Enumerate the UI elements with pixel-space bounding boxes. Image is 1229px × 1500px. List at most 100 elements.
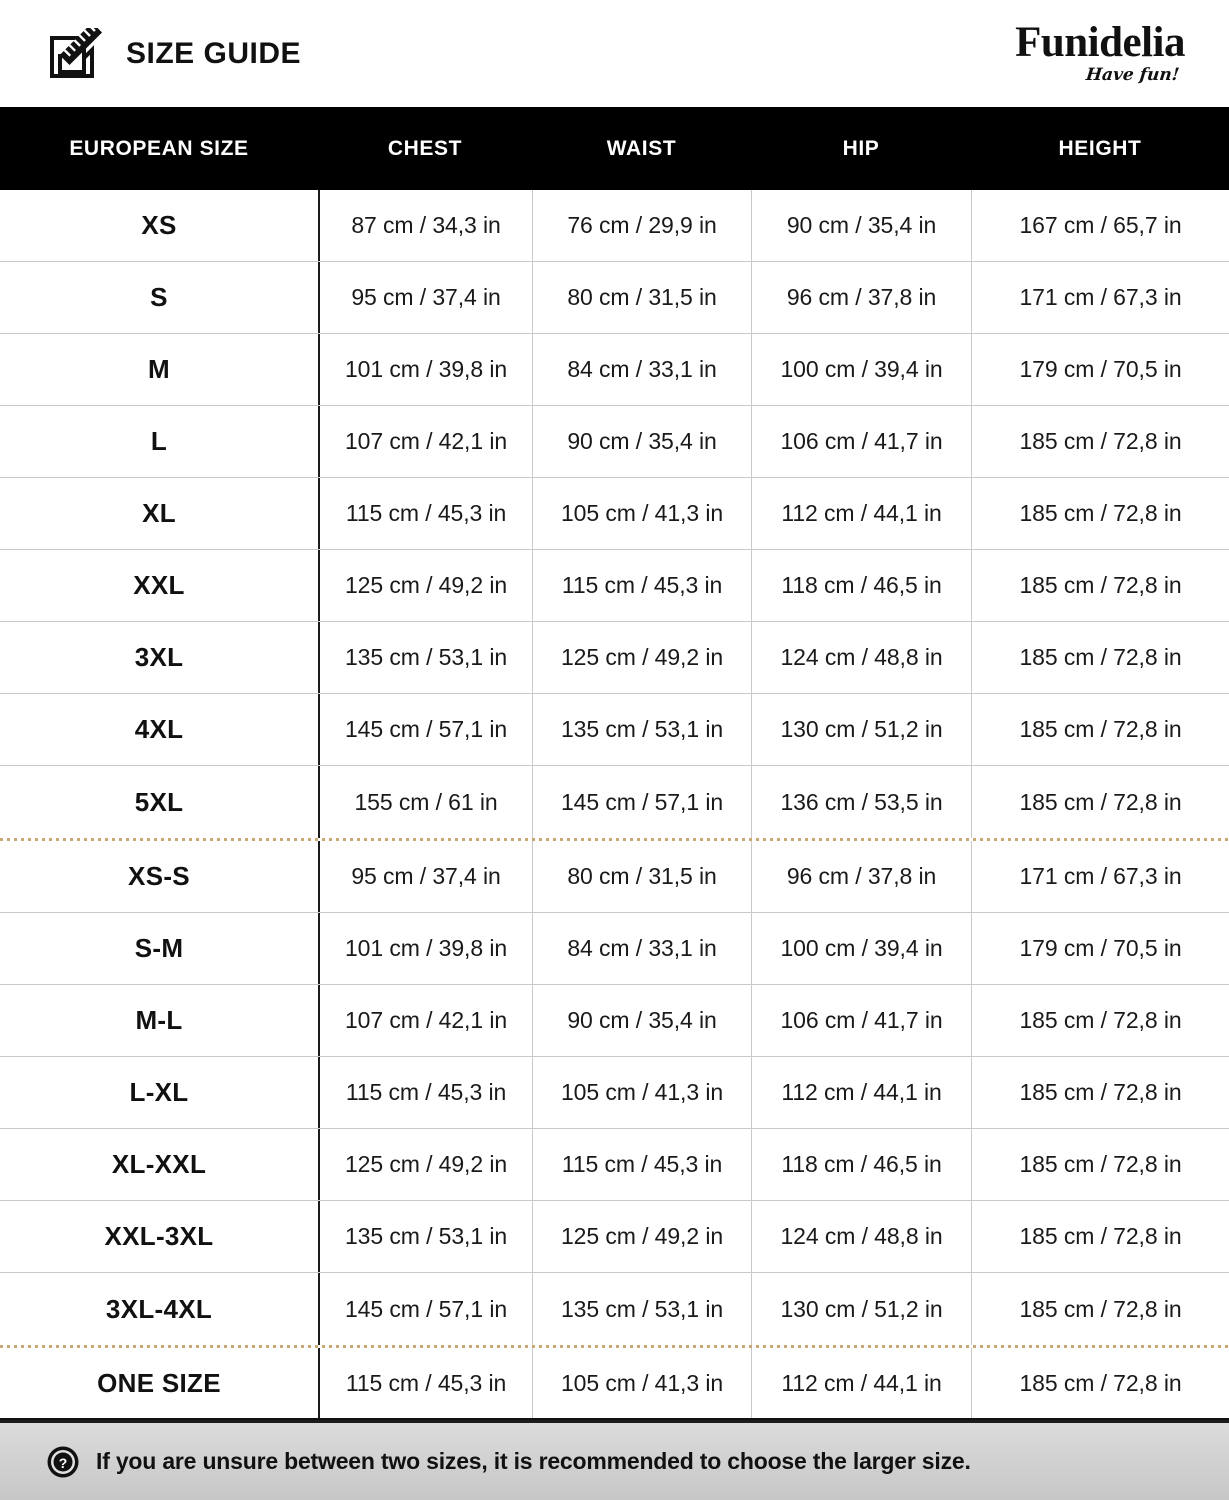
table-row: L-XL 115 cm / 45,3 in 105 cm / 41,3 in 112 … [0,1057,1229,1129]
cell-height: 185 cm / 72,8 in [971,694,1229,765]
table-header-row: EUROPEAN SIZE CHEST WAIST HIP HEIGHT [0,107,1229,190]
cell-waist-text: 145 cm / 57,1 in [560,788,724,815]
table-row: XS-S 95 cm / 37,4 in 80 cm / 31,5 in 96 cm … [0,841,1229,913]
cell-size: XXL [0,550,318,621]
cell-waist-text: 105 cm / 41,3 in [560,1369,724,1396]
cell-size-text: 3XL-4XL [105,1293,213,1324]
cell-chest-text: 107 cm / 42,1 in [344,428,508,454]
size-table: EUROPEAN SIZE CHEST WAIST HIP HEIGHT XS 8… [0,107,1229,1420]
page-header: SIZE GUIDE Funidelia Have fun! [0,0,1229,107]
cell-waist-text: 76 cm / 29,9 in [567,212,717,238]
table-row: XS 87 cm / 34,3 in 76 cm / 29,9 in 90 cm / … [0,190,1229,262]
cell-hip: 90 cm / 35,4 in [751,190,971,261]
cell-waist-text: 80 cm / 31,5 in [567,284,717,310]
cell-chest: 115 cm / 45,3 in [318,478,532,549]
cell-chest-text: 135 cm / 53,1 in [344,1223,508,1249]
cell-chest: 101 cm / 39,8 in [318,334,532,405]
cell-hip-text: 124 cm / 48,8 in [780,644,943,670]
cell-waist: 115 cm / 45,3 in [532,550,751,621]
cell-chest-text: 95 cm / 37,4 in [351,284,501,310]
cell-waist: 105 cm / 41,3 in [532,478,751,549]
cell-chest: 95 cm / 37,4 in [318,262,532,333]
cell-size: S-M [0,913,318,984]
cell-height: 185 cm / 72,8 in [971,406,1229,477]
cell-hip-text: 96 cm / 37,8 in [786,284,937,310]
brand-logo: Funidelia Have fun! [1015,21,1189,85]
cell-height-text: 185 cm / 72,8 in [1019,1079,1182,1105]
table-row: 3XL 135 cm / 53,1 in 125 cm / 49,2 in 124 c… [0,622,1229,694]
cell-hip: 106 cm / 41,7 in [751,985,971,1056]
cell-chest: 87 cm / 34,3 in [318,190,532,261]
cell-hip-text: 106 cm / 41,7 in [780,1007,943,1033]
cell-size-text: S [150,282,168,312]
cell-chest-text: 87 cm / 34,3 in [351,212,501,238]
cell-height-text: 167 cm / 65,7 in [1019,212,1182,238]
cell-height-text: 171 cm / 67,3 in [1019,284,1182,310]
cell-waist-text: 135 cm / 53,1 in [560,716,724,742]
table-row: L 107 cm / 42,1 in 90 cm / 35,4 in 106 cm /… [0,406,1229,478]
page-title: SIZE GUIDE [126,36,302,70]
table-body: XS 87 cm / 34,3 in 76 cm / 29,9 in 90 cm / … [0,190,1229,1420]
column-header-hip: HIP [842,136,880,160]
cell-chest-text: 107 cm / 42,1 in [344,1007,508,1033]
cell-waist-text: 80 cm / 31,5 in [567,863,717,889]
cell-size-text: M [148,354,170,384]
cell-size-text: 5XL [134,786,184,817]
cell-waist-text: 84 cm / 33,1 in [567,356,717,382]
cell-size: 5XL [0,766,318,838]
table-row: XL-XXL 125 cm / 49,2 in 115 cm / 45,3 in 11… [0,1129,1229,1201]
cell-waist-text: 125 cm / 49,2 in [560,644,724,670]
cell-size: 4XL [0,694,318,765]
cell-height: 185 cm / 72,8 in [971,766,1229,838]
cell-height: 185 cm / 72,8 in [971,985,1229,1056]
table-row: 4XL 145 cm / 57,1 in 135 cm / 53,1 in 130 c… [0,694,1229,766]
cell-height-text: 185 cm / 72,8 in [1019,644,1182,670]
cell-chest: 107 cm / 42,1 in [318,985,532,1056]
cell-height: 171 cm / 67,3 in [971,841,1229,912]
cell-hip: 112 cm / 44,1 in [751,478,971,549]
cell-height-text: 185 cm / 72,8 in [1019,1369,1182,1396]
cell-size-text: 4XL [134,714,184,744]
cell-waist: 90 cm / 35,4 in [532,985,751,1056]
cell-size: M-L [0,985,318,1056]
column-header-height: HEIGHT [1058,136,1142,160]
cell-size-text: XXL-3XL [104,1221,214,1251]
cell-size: XXL-3XL [0,1201,318,1272]
cell-hip: 118 cm / 46,5 in [751,550,971,621]
cell-size-text: M-L [135,1005,183,1035]
cell-waist: 125 cm / 49,2 in [532,1201,751,1272]
ruler-square-icon [48,27,106,80]
cell-height-text: 185 cm / 72,8 in [1019,788,1182,815]
cell-height-text: 179 cm / 70,5 in [1019,356,1182,382]
cell-height-text: 185 cm / 72,8 in [1019,1007,1182,1033]
cell-waist: 80 cm / 31,5 in [532,841,751,912]
table-row: XXL-3XL 135 cm / 53,1 in 125 cm / 49,2 in 1… [0,1201,1229,1273]
cell-waist: 135 cm / 53,1 in [532,694,751,765]
cell-chest-text: 125 cm / 49,2 in [344,1151,508,1177]
cell-waist: 115 cm / 45,3 in [532,1129,751,1200]
cell-size-text: ONE SIZE [97,1367,221,1398]
cell-height: 185 cm / 72,8 in [971,622,1229,693]
cell-waist-text: 105 cm / 41,3 in [560,500,724,526]
cell-hip-text: 106 cm / 41,7 in [780,428,943,454]
column-header-waist: WAIST [606,136,677,160]
cell-chest-text: 125 cm / 49,2 in [344,572,508,598]
group-divider [0,838,1229,841]
cell-chest-text: 145 cm / 57,1 in [344,716,508,742]
cell-waist: 76 cm / 29,9 in [532,190,751,261]
table-row: XL 115 cm / 45,3 in 105 cm / 41,3 in 112 cm… [0,478,1229,550]
cell-height-text: 185 cm / 72,8 in [1019,428,1182,454]
cell-size-text: 3XL [134,642,184,672]
cell-size: M [0,334,318,405]
column-header-chest: CHEST [387,136,463,160]
cell-size: 3XL-4XL [0,1273,318,1345]
cell-hip-text: 130 cm / 51,2 in [780,1295,943,1322]
cell-waist-text: 84 cm / 33,1 in [567,935,717,961]
cell-hip-text: 118 cm / 46,5 in [781,1151,942,1177]
cell-hip: 118 cm / 46,5 in [751,1129,971,1200]
cell-hip: 100 cm / 39,4 in [751,334,971,405]
cell-size: 3XL [0,622,318,693]
cell-chest-text: 115 cm / 45,3 in [345,500,507,526]
cell-chest-text: 101 cm / 39,8 in [344,356,508,382]
